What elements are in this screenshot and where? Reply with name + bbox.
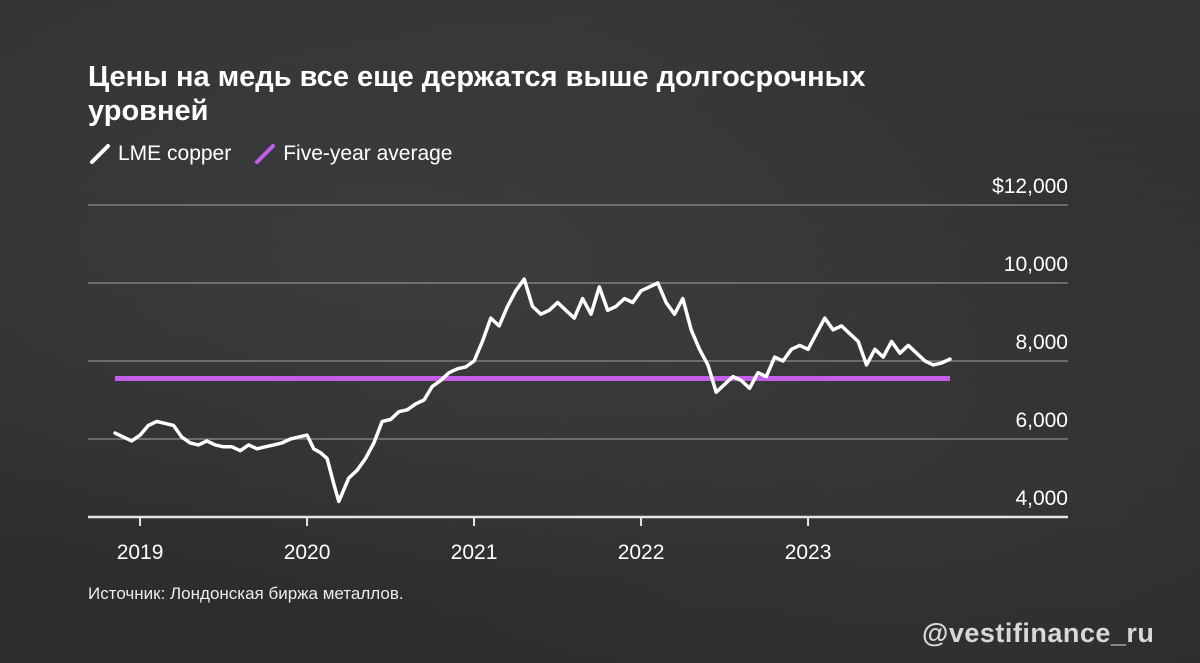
y-tick-label: 6,000 — [1015, 409, 1068, 432]
legend-swatch-lme-icon — [90, 144, 110, 164]
source-note: Источник: Лондонская биржа металлов. — [88, 584, 404, 603]
legend-item-lme: LME copper — [88, 142, 231, 166]
x-tick-label: 2022 — [618, 541, 665, 564]
x-tick-label: 2020 — [284, 541, 331, 564]
x-tick-label: 2021 — [451, 541, 498, 564]
y-tick-label: $12,000 — [992, 175, 1068, 198]
legend-swatch-average-icon — [255, 144, 276, 164]
watermark: @vestifinance_ru — [922, 618, 1155, 648]
legend: LME copper Five-year average — [88, 141, 474, 167]
y-tick-label: 10,000 — [1004, 253, 1068, 276]
lme-copper-line — [113, 277, 952, 504]
legend-label-lme: LME copper — [118, 142, 232, 165]
legend-label-average: Five-year average — [283, 142, 453, 165]
y-tick-label: 4,000 — [1015, 487, 1068, 510]
chart-title: Цены на медь все еще держатся выше долго… — [88, 61, 866, 127]
x-tick-label: 2019 — [117, 541, 164, 564]
y-tick-label: 8,000 — [1015, 331, 1068, 354]
legend-item-average: Five-year average — [253, 142, 452, 166]
x-tick-label: 2023 — [785, 541, 832, 564]
